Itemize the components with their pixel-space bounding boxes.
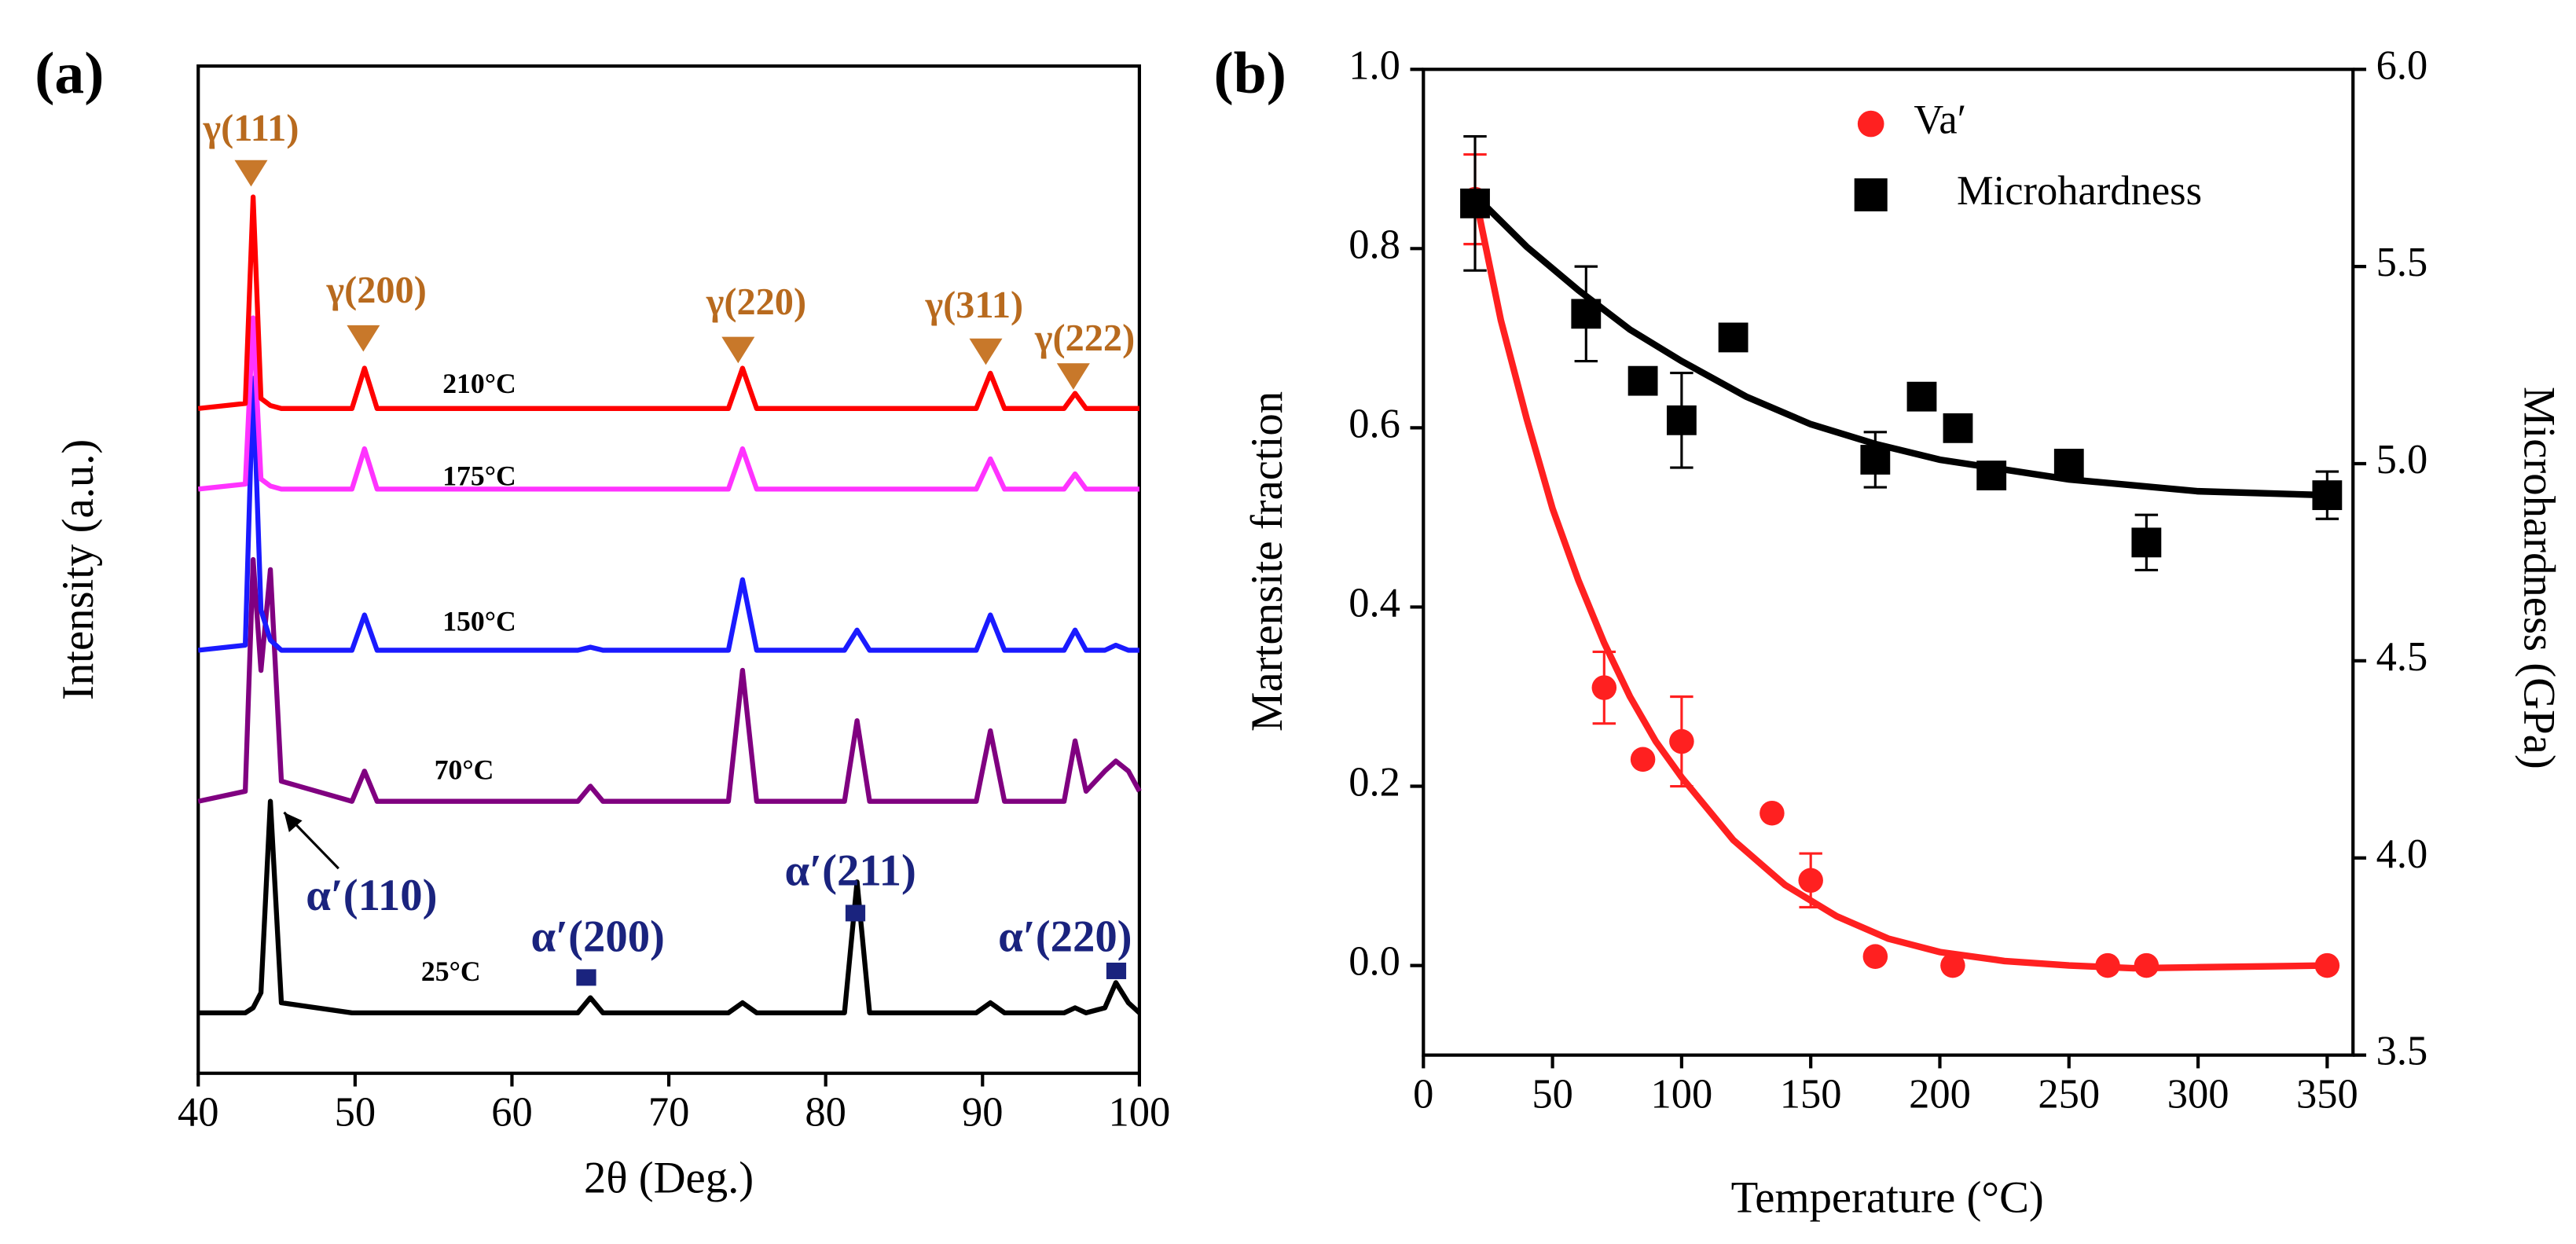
- peak-marker: [576, 969, 596, 986]
- curve-label: 210°C: [442, 368, 516, 399]
- peak-marker: [1106, 962, 1127, 979]
- x-tick-label: 40: [178, 1089, 219, 1135]
- x-tick-label: 80: [805, 1089, 846, 1135]
- peak-label: γ(311): [924, 284, 1023, 326]
- data-point: [1669, 728, 1694, 754]
- panel-label: (a): [35, 41, 104, 106]
- x-tick-label: 0: [1413, 1071, 1433, 1117]
- x-tick-label: 200: [1909, 1071, 1971, 1117]
- xrd-pattern: [197, 556, 1142, 804]
- data-point: [2314, 952, 2340, 978]
- data-point: [1906, 381, 1937, 412]
- peak-marker: [234, 160, 268, 187]
- x-tick-label: 70: [648, 1089, 690, 1135]
- x-tick-label: 50: [335, 1089, 376, 1135]
- peak-label: γ(111): [203, 108, 299, 149]
- data-point: [1460, 188, 1490, 218]
- xrd-pattern: [197, 194, 1139, 411]
- peak-label: γ(220): [706, 281, 806, 323]
- data-point: [1940, 952, 1965, 978]
- y2-tick-label: 5.0: [2376, 437, 2428, 483]
- x-tick-label: 300: [2167, 1071, 2229, 1117]
- curve-label: 175°C: [442, 461, 516, 492]
- fit-curve: [1473, 193, 2328, 499]
- peak-marker: [721, 336, 755, 364]
- peak-marker: [845, 905, 866, 922]
- peak-label: γ(222): [1034, 317, 1135, 359]
- y2-tick-label: 6.0: [2376, 42, 2428, 88]
- data-point: [1666, 405, 1697, 435]
- x-axis-title: 2θ (Deg.): [584, 1153, 754, 1202]
- data-point: [2053, 449, 2084, 479]
- y2-tick-label: 3.5: [2376, 1029, 2428, 1074]
- y-tick-label: 0.0: [1349, 939, 1400, 985]
- legend-label: Va′: [1914, 97, 1966, 143]
- y-tick-label: 0.8: [1349, 222, 1400, 267]
- panel-label: (b): [1213, 41, 1286, 106]
- x-tick-label: 60: [491, 1089, 533, 1135]
- curve-label: 150°C: [442, 605, 516, 637]
- y2-axis-title: Microhardness (GPa): [2514, 387, 2563, 769]
- data-point: [2134, 952, 2160, 978]
- arrow-head: [284, 812, 303, 832]
- data-point: [1630, 747, 1656, 772]
- peak-marker: [969, 338, 1003, 365]
- x-tick-label: 90: [962, 1089, 1004, 1135]
- y-tick-label: 1.0: [1349, 42, 1400, 88]
- fit-curve: [1471, 194, 2328, 972]
- xrd-pattern: [198, 798, 1142, 1015]
- data-point: [1718, 322, 1749, 353]
- data-point: [1571, 299, 1602, 329]
- y-axis-title: Intensity (a.u.): [53, 439, 103, 700]
- data-point: [1860, 445, 1891, 475]
- legend-label: Microhardness: [1957, 168, 2202, 214]
- x-tick-label: 100: [1109, 1089, 1171, 1135]
- peak-label: α′(110): [306, 871, 437, 920]
- xrd-pattern: [197, 315, 1139, 492]
- y-tick-label: 0.4: [1349, 581, 1400, 626]
- y-axis-title: Martensite fraction: [1242, 391, 1292, 732]
- y2-tick-label: 5.5: [2376, 240, 2428, 285]
- plot-frame: [1422, 68, 2355, 1057]
- legend-marker: [1857, 110, 1884, 138]
- y2-tick-label: 4.5: [2376, 634, 2428, 680]
- data-point: [1943, 413, 1973, 443]
- data-point: [2131, 527, 2162, 558]
- data-point: [1760, 800, 1785, 826]
- x-tick-label: 50: [1532, 1071, 1573, 1117]
- data-point: [1976, 461, 2007, 490]
- peak-label: α′(220): [998, 912, 1132, 962]
- x-tick-label: 150: [1780, 1071, 1842, 1117]
- peak-marker: [347, 325, 380, 352]
- x-axis-title: Temperature (°C): [1731, 1173, 2044, 1223]
- data-point: [1627, 365, 1658, 396]
- y2-tick-label: 4.0: [2376, 831, 2428, 877]
- peak-marker: [1056, 363, 1090, 390]
- y-tick-label: 0.2: [1349, 760, 1400, 805]
- data-point: [1798, 868, 1823, 894]
- y-tick-label: 0.6: [1349, 401, 1400, 446]
- x-tick-label: 100: [1650, 1071, 1712, 1117]
- peak-label: α′(211): [785, 846, 916, 896]
- x-tick-label: 350: [2296, 1071, 2358, 1117]
- data-point: [1862, 944, 1888, 969]
- peak-label: γ(200): [326, 270, 427, 311]
- data-point: [2095, 952, 2120, 978]
- curve-label: 25°C: [421, 956, 481, 987]
- curve-label: 70°C: [435, 754, 494, 786]
- legend-marker: [1854, 178, 1888, 211]
- x-tick-label: 250: [2038, 1071, 2100, 1117]
- peak-label: α′(200): [530, 912, 664, 962]
- data-point: [2312, 480, 2343, 511]
- xrd-pattern: [197, 376, 1139, 653]
- data-point: [1591, 675, 1617, 700]
